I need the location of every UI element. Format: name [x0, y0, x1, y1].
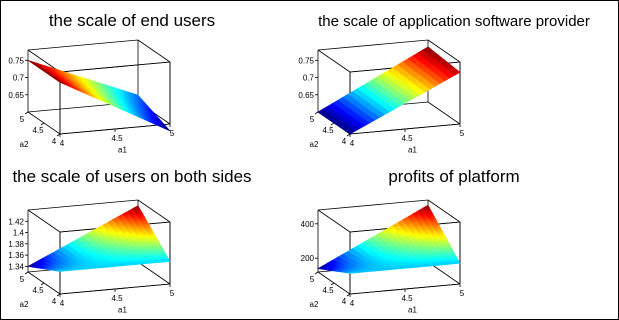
surface-patch [163, 126, 171, 132]
y-tick-label: 4 [52, 137, 57, 146]
y-tick-mark [314, 111, 319, 115]
box-edge [427, 39, 461, 63]
chart-title: the scale of end users [49, 11, 215, 30]
z-tick-label: 1.42 [8, 217, 24, 226]
z-tick-label: 0.75 [8, 56, 24, 65]
y-tick-label: 5 [310, 275, 315, 284]
y-tick-mark [24, 111, 29, 115]
surface-plot-platform-profits: profits of platform 200 400 4 4.5 5 4 4.5 5 a1 a2 [301, 167, 520, 315]
z-tick-label: 1.36 [8, 251, 24, 260]
z-tick-label: 0.65 [8, 91, 24, 100]
box-edge [317, 49, 351, 73]
box-edge [317, 39, 429, 51]
surface-patch [453, 260, 461, 265]
x-tick-label: 4 [350, 299, 355, 308]
y-tick-mark [24, 271, 29, 275]
y-axis-label: a2 [20, 300, 29, 309]
box-edge [27, 39, 139, 51]
y-tick-label: 4 [342, 297, 347, 306]
chart-panel-software-provider: the scale of application software provid… [292, 2, 617, 162]
x-tick-label: 4 [60, 139, 65, 148]
box-edge [317, 209, 351, 233]
y-tick-label: 4 [52, 297, 57, 306]
z-tick-label: 400 [301, 220, 315, 229]
y-tick-mark [346, 293, 351, 297]
surface-plot-users-both-sides: the scale of users on both sides 1.34 1.36… [8, 167, 251, 315]
y-tick-mark [314, 271, 319, 275]
y-tick-label: 5 [20, 275, 25, 284]
box-edge [427, 199, 461, 223]
x-axis-label: a1 [408, 306, 417, 315]
surface-mesh [27, 60, 171, 132]
box-edge [27, 49, 61, 73]
z-tick-label: 0.7 [303, 74, 315, 83]
y-tick-label: 4.5 [32, 126, 44, 135]
x-tick-label: 4.5 [401, 294, 413, 303]
y-tick-label: 4.5 [32, 286, 44, 295]
chart-panel-users-both-sides: the scale of users on both sides 1.34 1.36… [2, 162, 290, 318]
y-tick-mark [56, 293, 61, 297]
x-axis-label: a1 [118, 146, 127, 155]
surface-mesh [27, 205, 171, 272]
box-edge [137, 39, 171, 63]
y-tick-mark [330, 282, 335, 286]
surface-mesh [317, 204, 461, 274]
chart-panel-end-users: the scale of end users 0.65 0.7 0.75 4 4.5 5 4 4… [2, 2, 290, 162]
z-tick-label: 1.38 [8, 240, 24, 249]
y-tick-label: 4.5 [322, 286, 334, 295]
y-axis-label: a2 [20, 140, 29, 149]
chart-title: the scale of users on both sides [12, 167, 251, 186]
y-tick-label: 4.5 [322, 126, 334, 135]
y-tick-label: 5 [310, 115, 315, 124]
surface-patch [452, 70, 461, 76]
x-tick-label: 5 [170, 289, 175, 298]
z-tick-label: 1.34 [8, 262, 24, 271]
box-edge [27, 209, 61, 233]
y-tick-mark [330, 122, 335, 126]
z-tick-label: 1.4 [13, 229, 25, 238]
surface-plot-software-provider: the scale of application software provid… [298, 13, 590, 155]
chart-panel-platform-profits: profits of platform 200 400 4 4.5 5 4 4.5 5 a1 a2 [292, 162, 617, 318]
y-axis-label: a2 [310, 140, 319, 149]
z-tick-label: 200 [301, 254, 315, 263]
z-tick-label: 0.65 [298, 91, 314, 100]
y-tick-mark [346, 133, 351, 137]
chart-title: the scale of application software provid… [318, 13, 590, 30]
x-tick-label: 4.5 [111, 134, 123, 143]
y-tick-mark [56, 133, 61, 137]
surface-plot-end-users: the scale of end users0.650.70.7544.5544… [8, 11, 215, 155]
y-tick-mark [40, 282, 45, 286]
box-edge [317, 199, 429, 211]
box-edge [137, 199, 171, 223]
x-axis-label: a1 [408, 146, 417, 155]
y-tick-label: 5 [20, 115, 25, 124]
x-tick-label: 5 [170, 129, 175, 138]
z-tick-label: 0.7 [13, 74, 25, 83]
x-tick-label: 4.5 [401, 134, 413, 143]
x-axis-label: a1 [118, 306, 127, 315]
box-edge [427, 101, 461, 125]
surface-patch [162, 258, 171, 263]
x-tick-label: 4 [60, 299, 65, 308]
box-edge [27, 199, 139, 211]
y-axis-label: a2 [310, 300, 319, 309]
y-tick-label: 4 [342, 137, 347, 146]
y-tick-mark [40, 122, 45, 126]
z-tick-label: 0.75 [298, 56, 314, 65]
box-edge-front [59, 61, 171, 73]
chart-title: profits of platform [388, 167, 519, 186]
x-tick-label: 5 [460, 129, 465, 138]
x-tick-label: 5 [460, 289, 465, 298]
x-tick-label: 4.5 [111, 294, 123, 303]
box-edge [137, 261, 171, 285]
surface-mesh [317, 46, 461, 135]
x-tick-label: 4 [350, 139, 355, 148]
